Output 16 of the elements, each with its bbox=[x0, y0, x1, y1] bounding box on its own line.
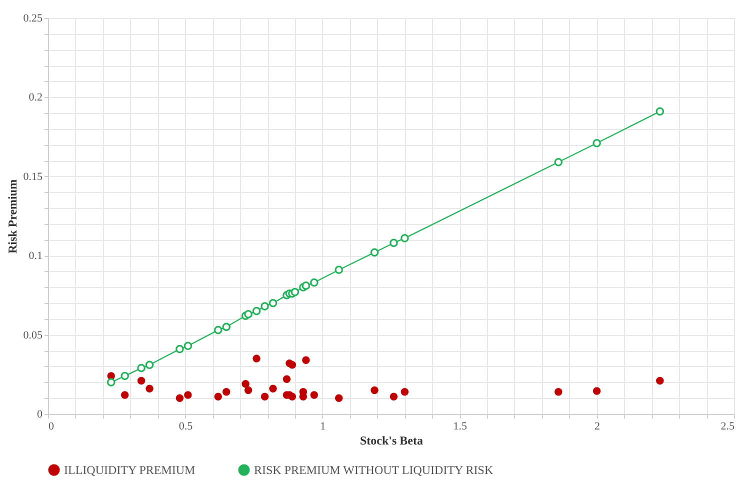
y-tick-label: 0.25 bbox=[23, 12, 43, 24]
x-tick-label: 0.5 bbox=[178, 420, 194, 432]
x-axis-title: Stock's Beta bbox=[360, 434, 423, 448]
y-tick-label: 0 bbox=[37, 408, 43, 420]
x-tick-label: 1.5 bbox=[453, 420, 468, 432]
x-tick-label: 0 bbox=[48, 420, 54, 432]
x-tick-label: 1 bbox=[320, 420, 326, 432]
legend-label: ILLIQUIDITY PREMIUM bbox=[64, 463, 196, 477]
x-tick-label: 2.5 bbox=[720, 420, 735, 432]
y-tick-label: 0.05 bbox=[23, 329, 43, 342]
x-tick-label: 2 bbox=[594, 420, 600, 432]
y-tick-label: 0.2 bbox=[28, 92, 42, 104]
legend-label: RISK PREMIUM WITHOUT LIQUIDITY RISK bbox=[254, 463, 494, 477]
y-tick-label: 0.15 bbox=[23, 170, 43, 183]
y-tick-label: 0.1 bbox=[28, 250, 42, 262]
y-axis-title: Risk Premium bbox=[5, 179, 20, 254]
